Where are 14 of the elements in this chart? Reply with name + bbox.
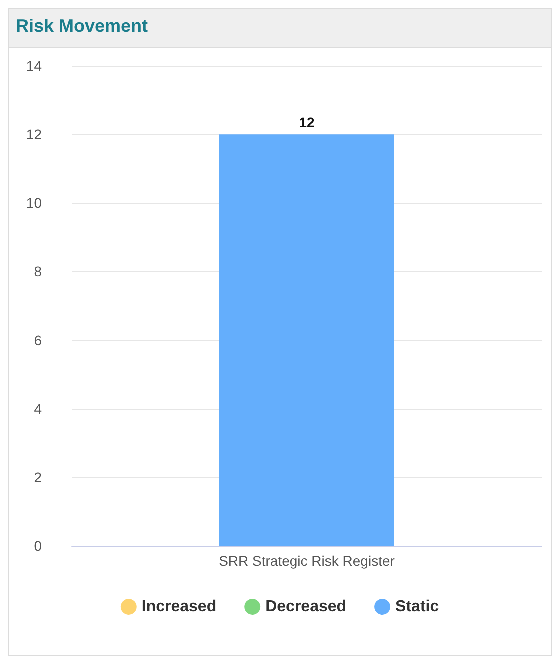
y-tick-label: 12 [26, 126, 42, 143]
y-tick-label: 10 [26, 195, 42, 212]
legend-label: Static [396, 598, 440, 616]
y-tick-label: 2 [34, 469, 42, 486]
y-tick-label: 8 [34, 264, 42, 280]
data-label: 12 [299, 114, 315, 131]
legend-label: Decreased [266, 598, 347, 616]
y-tick-label: 14 [26, 58, 42, 74]
chart-title: Risk Movement [16, 16, 148, 37]
y-tick-label: 4 [34, 400, 42, 417]
legend-label: Increased [142, 598, 217, 616]
y-tick-label: 6 [34, 332, 42, 348]
y-tick-label: 0 [34, 538, 42, 554]
x-tick-label: SRR Strategic Risk Register [219, 553, 396, 569]
